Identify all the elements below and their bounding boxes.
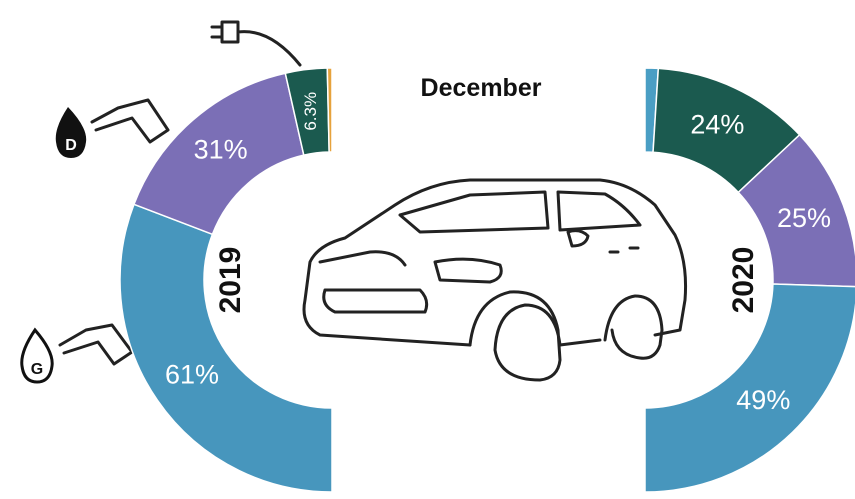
value-label: 24% xyxy=(690,109,744,139)
value-label: 49% xyxy=(736,385,790,415)
year-label: 2019 xyxy=(214,247,247,314)
value-label: 25% xyxy=(777,203,831,233)
chart-title: December xyxy=(421,74,542,102)
value-label: 31% xyxy=(194,135,248,165)
svg-text:D: D xyxy=(65,137,77,154)
car-illustration xyxy=(304,180,686,380)
svg-text:G: G xyxy=(31,361,43,378)
year-label: 2020 xyxy=(727,247,760,314)
value-label: 6.3% xyxy=(301,92,320,131)
infographic: December D G 61% 31% 6.3% 2019 24% 25% 49% 2020 xyxy=(0,0,855,499)
value-label: 61% xyxy=(165,360,219,390)
charts: 61% 31% 6.3% 2019 24% 25% 49% 2020 xyxy=(120,68,855,492)
